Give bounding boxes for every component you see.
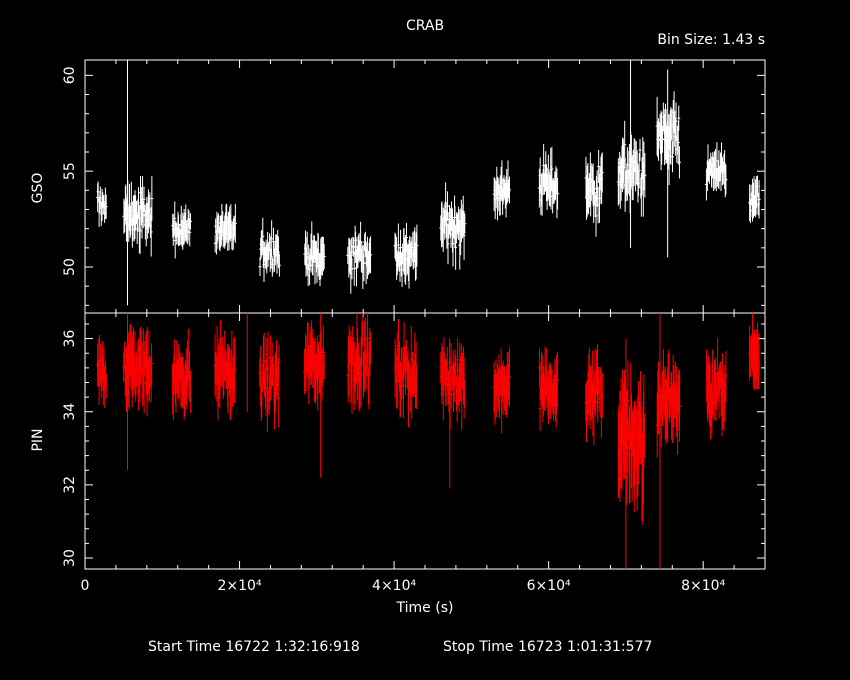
- chart-title: CRAB: [406, 18, 444, 34]
- x-tick-label: 4×10⁴: [372, 578, 416, 594]
- gso-y-tick-label: 55: [62, 162, 78, 180]
- x-tick-label: 8×10⁴: [681, 578, 725, 594]
- pin-y-tick-label: 30: [62, 549, 78, 567]
- y-axis-label-gso: GSO: [30, 173, 46, 204]
- pin-y-tick-label: 32: [62, 476, 78, 494]
- gso-y-tick-label: 50: [62, 258, 78, 276]
- x-axis-label: Time (s): [396, 600, 454, 616]
- start-time-label: Start Time 16722 1:32:16:918: [148, 639, 360, 655]
- stop-time-label: Stop Time 16723 1:01:31:577: [443, 639, 652, 655]
- pin-y-tick-label: 34: [62, 403, 78, 421]
- x-tick-label: 0: [81, 578, 90, 594]
- x-tick-label: 6×10⁴: [527, 578, 571, 594]
- x-tick-label: 2×10⁴: [218, 578, 262, 594]
- pin-panel: 30 32 34 36: [62, 312, 766, 570]
- gso-y-tick-label: 60: [62, 66, 78, 84]
- y-axis-label-pin: PIN: [30, 428, 46, 451]
- bin-size-label: Bin Size: 1.43 s: [657, 32, 765, 48]
- gso-panel: 50 55 60: [62, 59, 766, 314]
- x-axis: 0 2×10⁴ 4×10⁴ 6×10⁴ 8×10⁴: [81, 578, 726, 594]
- pin-y-tick-label: 36: [62, 330, 78, 348]
